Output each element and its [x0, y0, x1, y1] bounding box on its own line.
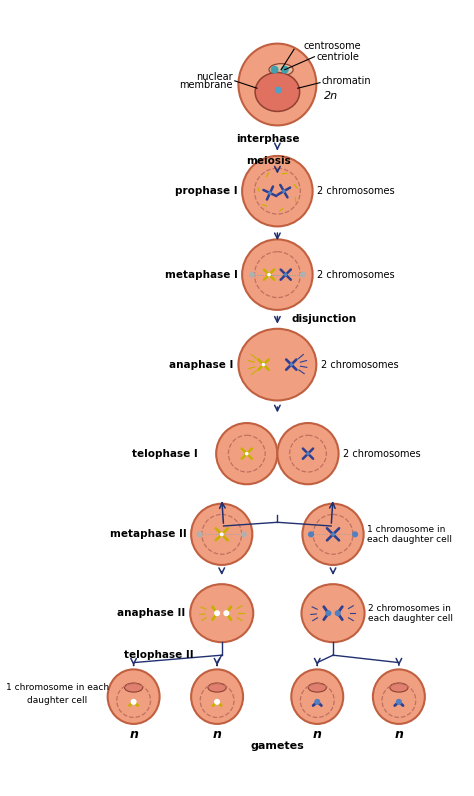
Text: 2 chromosomes: 2 chromosomes: [317, 270, 395, 279]
Text: 2 chromosomes: 2 chromosomes: [317, 186, 395, 196]
Circle shape: [131, 700, 136, 704]
Text: 1 chromosome in: 1 chromosome in: [367, 525, 446, 534]
Text: each daughter cell: each daughter cell: [368, 615, 453, 623]
Circle shape: [246, 453, 248, 455]
Circle shape: [197, 532, 202, 537]
Ellipse shape: [373, 669, 425, 724]
Circle shape: [268, 274, 270, 275]
Circle shape: [397, 700, 401, 704]
Text: nuclear: nuclear: [196, 72, 233, 82]
Circle shape: [309, 532, 313, 537]
Text: n: n: [213, 728, 221, 740]
Circle shape: [282, 66, 288, 73]
Text: chromatin: chromatin: [322, 76, 372, 86]
Circle shape: [307, 453, 309, 455]
Circle shape: [271, 66, 278, 73]
Ellipse shape: [242, 240, 313, 310]
Text: metaphase I: metaphase I: [164, 270, 237, 279]
Circle shape: [215, 611, 219, 615]
Ellipse shape: [190, 584, 253, 642]
Ellipse shape: [308, 683, 327, 692]
Text: interphase: interphase: [237, 135, 300, 144]
Ellipse shape: [269, 64, 293, 76]
Text: membrane: membrane: [179, 80, 233, 89]
Circle shape: [284, 274, 287, 275]
Ellipse shape: [238, 44, 316, 126]
Ellipse shape: [216, 423, 277, 484]
Text: 1 chromosome in each: 1 chromosome in each: [6, 683, 109, 692]
Circle shape: [262, 364, 264, 365]
Text: metaphase II: metaphase II: [110, 529, 186, 540]
Ellipse shape: [255, 72, 300, 111]
Circle shape: [326, 611, 331, 615]
Text: disjunction: disjunction: [291, 314, 356, 324]
Circle shape: [224, 611, 228, 615]
Text: 2 chromosomes: 2 chromosomes: [321, 360, 399, 369]
Circle shape: [220, 533, 223, 536]
Ellipse shape: [191, 669, 243, 724]
Circle shape: [275, 88, 281, 93]
Text: 2 chromosomes: 2 chromosomes: [343, 449, 421, 458]
Circle shape: [335, 611, 340, 615]
Text: n: n: [313, 728, 322, 740]
Ellipse shape: [277, 423, 338, 484]
Circle shape: [332, 533, 334, 536]
Circle shape: [315, 700, 319, 704]
Text: telophase I: telophase I: [132, 449, 198, 458]
Text: meiosis: meiosis: [246, 156, 291, 166]
Text: daughter cell: daughter cell: [27, 696, 88, 705]
Ellipse shape: [208, 683, 226, 692]
Ellipse shape: [302, 504, 364, 565]
Text: centrosome: centrosome: [303, 41, 361, 51]
Text: gametes: gametes: [250, 741, 304, 751]
Ellipse shape: [242, 156, 313, 226]
Circle shape: [269, 192, 271, 194]
Circle shape: [290, 364, 292, 365]
Ellipse shape: [108, 669, 160, 724]
Text: 2n: 2n: [324, 91, 338, 100]
Text: n: n: [394, 728, 403, 740]
Circle shape: [241, 532, 246, 537]
Text: each daughter cell: each daughter cell: [367, 536, 452, 544]
Ellipse shape: [191, 504, 252, 565]
Ellipse shape: [301, 584, 365, 642]
Text: anaphase I: anaphase I: [169, 360, 234, 369]
Circle shape: [353, 532, 357, 537]
Ellipse shape: [125, 683, 143, 692]
Text: n: n: [129, 728, 138, 740]
Text: telophase II: telophase II: [124, 650, 194, 660]
Circle shape: [283, 190, 285, 193]
Ellipse shape: [292, 669, 343, 724]
Text: 2 chromosomes in: 2 chromosomes in: [368, 604, 451, 613]
Text: anaphase II: anaphase II: [117, 608, 185, 618]
Ellipse shape: [238, 329, 316, 400]
Ellipse shape: [390, 683, 408, 692]
Circle shape: [301, 272, 305, 277]
Text: centriole: centriole: [316, 52, 359, 61]
Text: prophase I: prophase I: [175, 186, 237, 196]
Circle shape: [215, 700, 219, 704]
Circle shape: [250, 272, 255, 277]
